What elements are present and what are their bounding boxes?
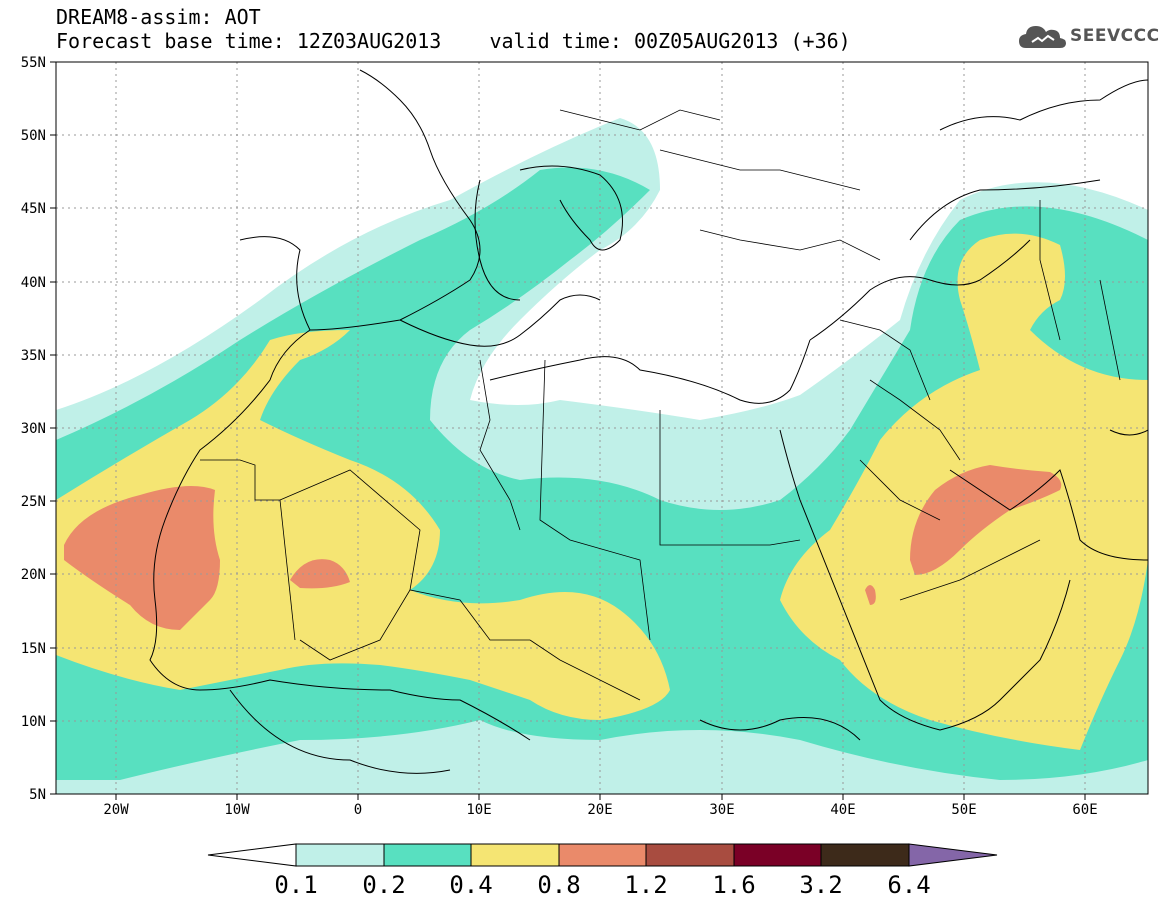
lon-label: 10E <box>466 802 491 818</box>
lat-label: 10N <box>21 714 46 730</box>
colorbar-label: 6.4 <box>887 871 930 899</box>
lat-label: 50N <box>21 128 46 144</box>
colorbar-segment <box>470 843 560 867</box>
lon-label: 30E <box>709 802 734 818</box>
map-title: DREAM8-assim: AOT <box>56 5 261 29</box>
lat-label: 35N <box>21 348 46 364</box>
aot-0.8-1.2-region-redsea <box>865 585 876 605</box>
lat-label: 25N <box>21 494 46 510</box>
colorbar-segment <box>383 843 472 867</box>
seevccc-logo: SEEVCCC <box>1018 20 1160 56</box>
colorbar-label: 1.2 <box>624 871 667 899</box>
colorbar-label: 0.8 <box>537 871 580 899</box>
colorbar-segment <box>820 843 910 867</box>
cloud-logo-icon <box>1019 26 1066 48</box>
colorbar-segment <box>558 843 647 867</box>
colorbar-label: 0.4 <box>449 871 492 899</box>
lat-label: 30N <box>21 421 46 437</box>
latitude-labels: 55N 50N 45N 40N 35N 30N 25N 20N 15N 10N … <box>21 55 46 803</box>
lon-label: 0 <box>354 802 362 818</box>
colorbar-segment <box>733 843 822 867</box>
country-borders <box>200 109 1121 701</box>
aot-0.4-0.8-region-west <box>56 330 670 720</box>
colorbar-segment-above <box>908 843 998 867</box>
longitude-labels: 20W 10W 0 10E 20E 30E 40E 50E 60E <box>103 802 1097 818</box>
lon-label: 60E <box>1072 802 1097 818</box>
lat-label: 15N <box>21 641 46 657</box>
colorbar-label: 3.2 <box>799 871 842 899</box>
colorbar-segment <box>645 843 735 867</box>
colorbar-label: 0.1 <box>274 871 317 899</box>
lat-label: 45N <box>21 201 46 217</box>
colorbar-labels: 0.1 0.2 0.4 0.8 1.2 1.6 3.2 6.4 <box>274 871 930 899</box>
lon-label: 20E <box>587 802 612 818</box>
lat-label: 40N <box>21 275 46 291</box>
colorbar-label: 0.2 <box>362 871 405 899</box>
coastlines <box>149 69 1148 774</box>
aot-0.8-1.2-region-arabia <box>910 465 1062 575</box>
tick-marks <box>50 61 1086 800</box>
lat-label: 55N <box>21 55 46 71</box>
colorbar-segment <box>295 843 385 867</box>
grid-lines <box>56 62 1148 794</box>
colorbar <box>207 843 998 867</box>
colorbar-label: 1.6 <box>712 871 755 899</box>
lon-label: 10W <box>224 802 250 818</box>
lat-label: 5N <box>29 787 46 803</box>
lon-label: 20W <box>103 802 129 818</box>
logo-text: SEEVCCC <box>1070 26 1160 46</box>
lon-label: 50E <box>951 802 976 818</box>
lon-label: 40E <box>830 802 855 818</box>
aot-0.8-1.2-region-west <box>64 486 220 630</box>
lat-label: 20N <box>21 567 46 583</box>
forecast-times: Forecast base time: 12Z03AUG2013 valid t… <box>56 29 851 53</box>
colorbar-segment-below <box>207 843 297 867</box>
